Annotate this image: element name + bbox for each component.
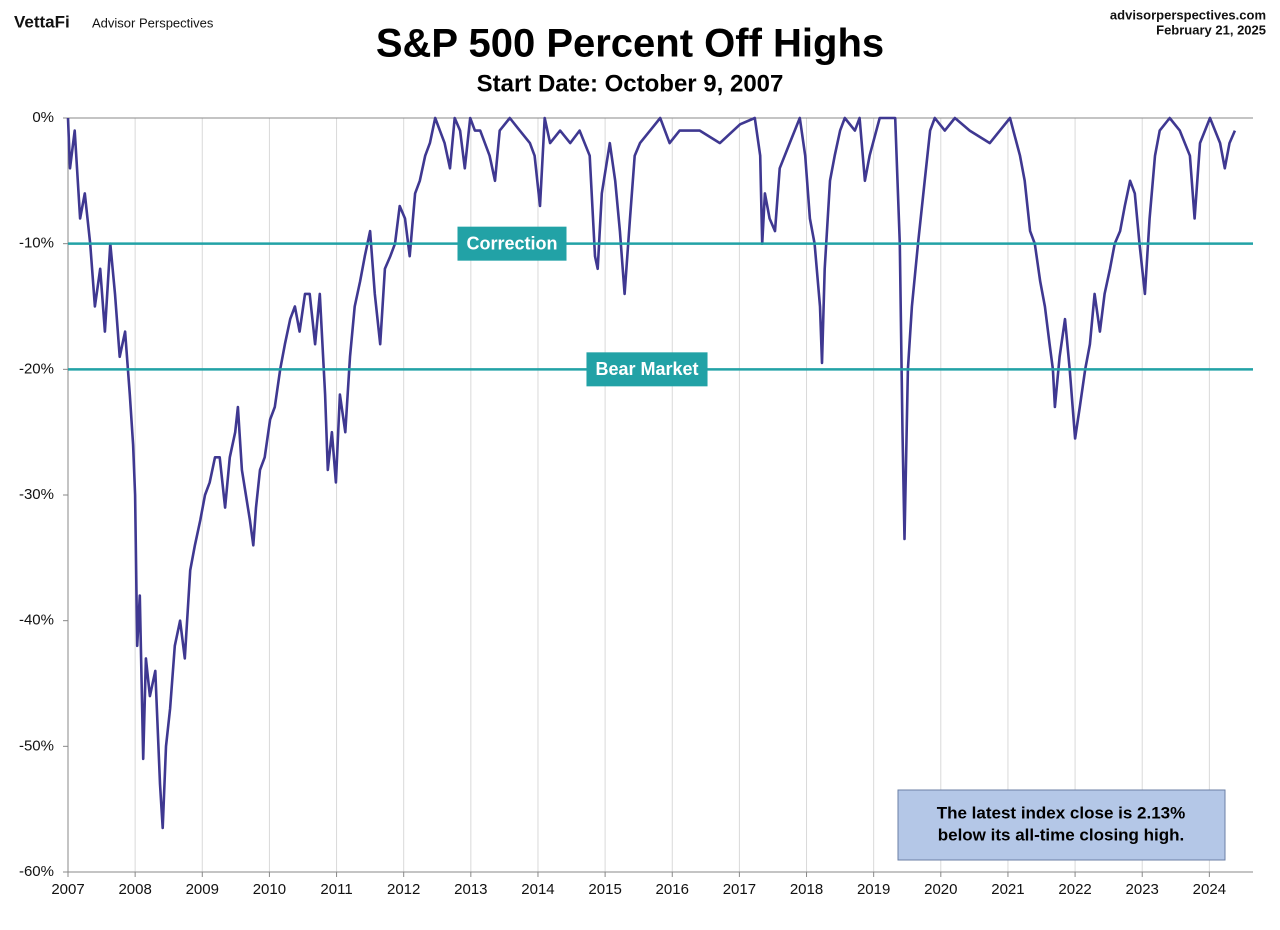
chart-title: S&P 500 Percent Off Highs [376, 22, 884, 66]
x-tick-label: 2022 [1058, 881, 1091, 898]
x-tick-label: 2016 [656, 881, 689, 898]
x-tick-label: 2010 [253, 881, 286, 898]
y-tick-label: -60% [19, 863, 54, 880]
date: February 21, 2025 [1156, 22, 1266, 37]
x-tick-label: 2019 [857, 881, 890, 898]
brand: VettaFi [14, 12, 70, 31]
reference-label: Correction [466, 233, 557, 253]
reference-label: Bear Market [595, 359, 698, 379]
x-tick-label: 2024 [1193, 881, 1226, 898]
x-tick-label: 2020 [924, 881, 957, 898]
site: advisorperspectives.com [1110, 7, 1266, 22]
y-tick-label: -50% [19, 737, 54, 754]
reference-label-box [586, 352, 708, 387]
reference-label-box [457, 226, 567, 261]
y-tick-label: 0% [32, 109, 54, 126]
x-tick-label: 2008 [118, 881, 151, 898]
brand-sub: Advisor Perspectives [92, 15, 214, 30]
note-text: below its all-time closing high. [938, 825, 1185, 844]
x-tick-label: 2013 [454, 881, 487, 898]
x-tick-label: 2014 [521, 881, 554, 898]
y-tick-label: -10% [19, 235, 54, 252]
x-tick-label: 2021 [991, 881, 1024, 898]
chart-subtitle: Start Date: October 9, 2007 [477, 70, 784, 97]
x-tick-label: 2023 [1126, 881, 1159, 898]
x-tick-label: 2017 [723, 881, 756, 898]
y-tick-label: -20% [19, 360, 54, 377]
x-tick-label: 2018 [790, 881, 823, 898]
x-tick-label: 2015 [588, 881, 621, 898]
y-tick-label: -40% [19, 612, 54, 629]
note-text: The latest index close is 2.13% [937, 803, 1186, 822]
x-tick-label: 2012 [387, 881, 420, 898]
x-tick-label: 2011 [320, 881, 352, 898]
x-tick-label: 2007 [51, 881, 84, 898]
note-box [897, 789, 1226, 861]
data-line [66, 116, 1237, 830]
y-tick-label: -30% [19, 486, 54, 503]
x-tick-label: 2009 [186, 881, 219, 898]
